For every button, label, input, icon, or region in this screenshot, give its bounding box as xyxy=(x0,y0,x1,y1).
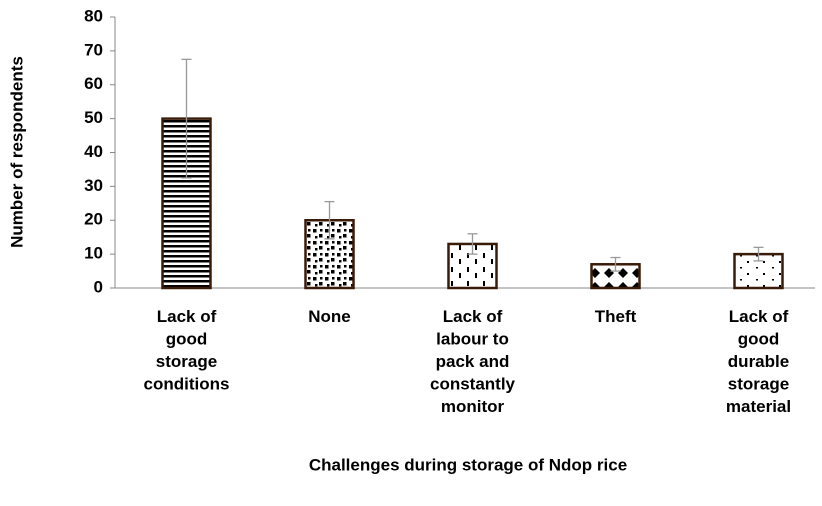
x-tick-label: Lack of good durable storage material xyxy=(726,307,791,416)
error-bar xyxy=(181,58,192,179)
error-bar xyxy=(324,200,335,240)
y-tick-label: 50 xyxy=(84,108,103,127)
y-tick-label: 0 xyxy=(94,277,103,296)
error-bar xyxy=(753,246,764,262)
y-tick-label: 30 xyxy=(84,176,103,195)
y-tick-label: 80 xyxy=(84,6,103,25)
y-tick-label: 10 xyxy=(84,244,103,263)
x-tick-label: None xyxy=(308,307,351,326)
x-tick-label: Lack of good storage conditions xyxy=(144,307,230,394)
x-axis-label: Challenges during storage of Ndop rice xyxy=(309,455,627,474)
y-tick-label: 40 xyxy=(84,142,103,161)
error-bar xyxy=(610,256,621,272)
y-axis-label: Number of respondents xyxy=(7,56,26,248)
y-tick-label: 20 xyxy=(84,210,103,229)
x-tick-label: Lack of labour to pack and constantly monito… xyxy=(430,307,516,416)
y-tick-label: 60 xyxy=(84,74,103,93)
x-tick-label: Theft xyxy=(595,307,637,326)
y-tick-label: 70 xyxy=(84,40,103,59)
error-bar xyxy=(467,233,478,255)
